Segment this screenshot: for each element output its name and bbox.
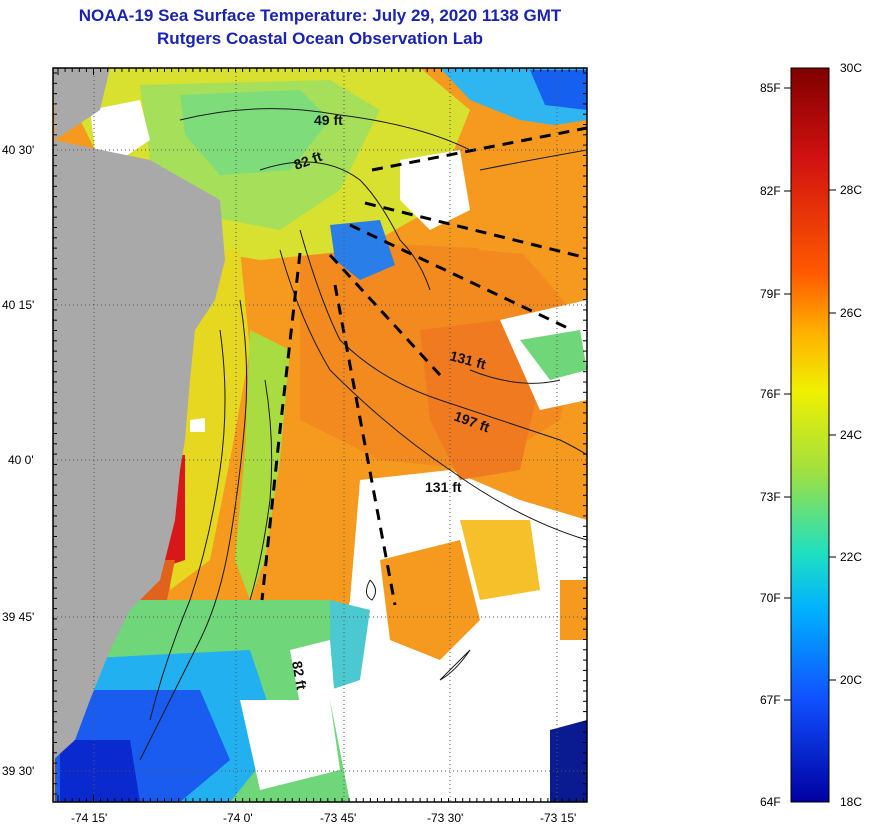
colorbar-f-label: 73F [760,490,781,504]
colorbar-c-label: 26C [840,306,863,320]
lat-label: 39 45' [2,610,34,624]
lon-label: -73 15' [540,811,576,825]
depth-label-82ft-south: 82 ft [289,660,310,691]
sst-field [53,68,587,802]
frame-ticks [53,68,587,802]
colorbar-f-label: 70F [760,591,781,605]
colorbar-f-label: 85F [760,81,781,95]
map-subtitle: Rutgers Coastal Ocean Observation Lab [157,29,483,48]
colorbar-c-label: 18C [840,795,863,809]
lat-label: 39 30' [2,764,34,778]
lon-label: -73 30' [427,811,463,825]
depth-label-131ft-south: 131 ft [425,479,462,495]
lat-label: 40 15' [2,298,34,312]
lat-label: 40 0' [8,453,34,467]
depth-label-49ft: 49 ft [314,112,343,128]
colorbar-f-label: 67F [760,693,781,707]
colorbar-c-label: 20C [840,673,863,687]
colorbar [790,67,830,803]
colorbar-c-label: 30C [840,61,863,75]
colorbar-f-label: 76F [760,387,781,401]
colorbar-f-label: 82F [760,184,781,198]
colorbar-ticks [784,87,836,701]
lat-label: 40 30' [2,143,34,157]
colorbar-c-label: 22C [840,550,863,564]
transect-lines [260,126,588,606]
colorbar-f-label: 64F [760,795,781,809]
map-title: NOAA-19 Sea Surface Temperature: July 29… [78,6,562,25]
grid-lines [53,68,587,802]
lon-label: -74 15' [71,811,107,825]
colorbar-f-label: 79F [760,287,781,301]
bathymetry-contours [139,108,587,761]
lon-label: -73 45' [320,811,356,825]
colorbar-c-label: 28C [840,183,863,197]
colorbar-c-label: 24C [840,428,863,442]
lon-label: -74 0' [223,811,253,825]
map-frame [52,67,588,803]
